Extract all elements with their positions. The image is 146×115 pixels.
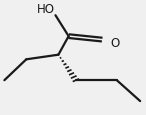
- Text: O: O: [110, 37, 119, 50]
- Text: HO: HO: [37, 3, 55, 16]
